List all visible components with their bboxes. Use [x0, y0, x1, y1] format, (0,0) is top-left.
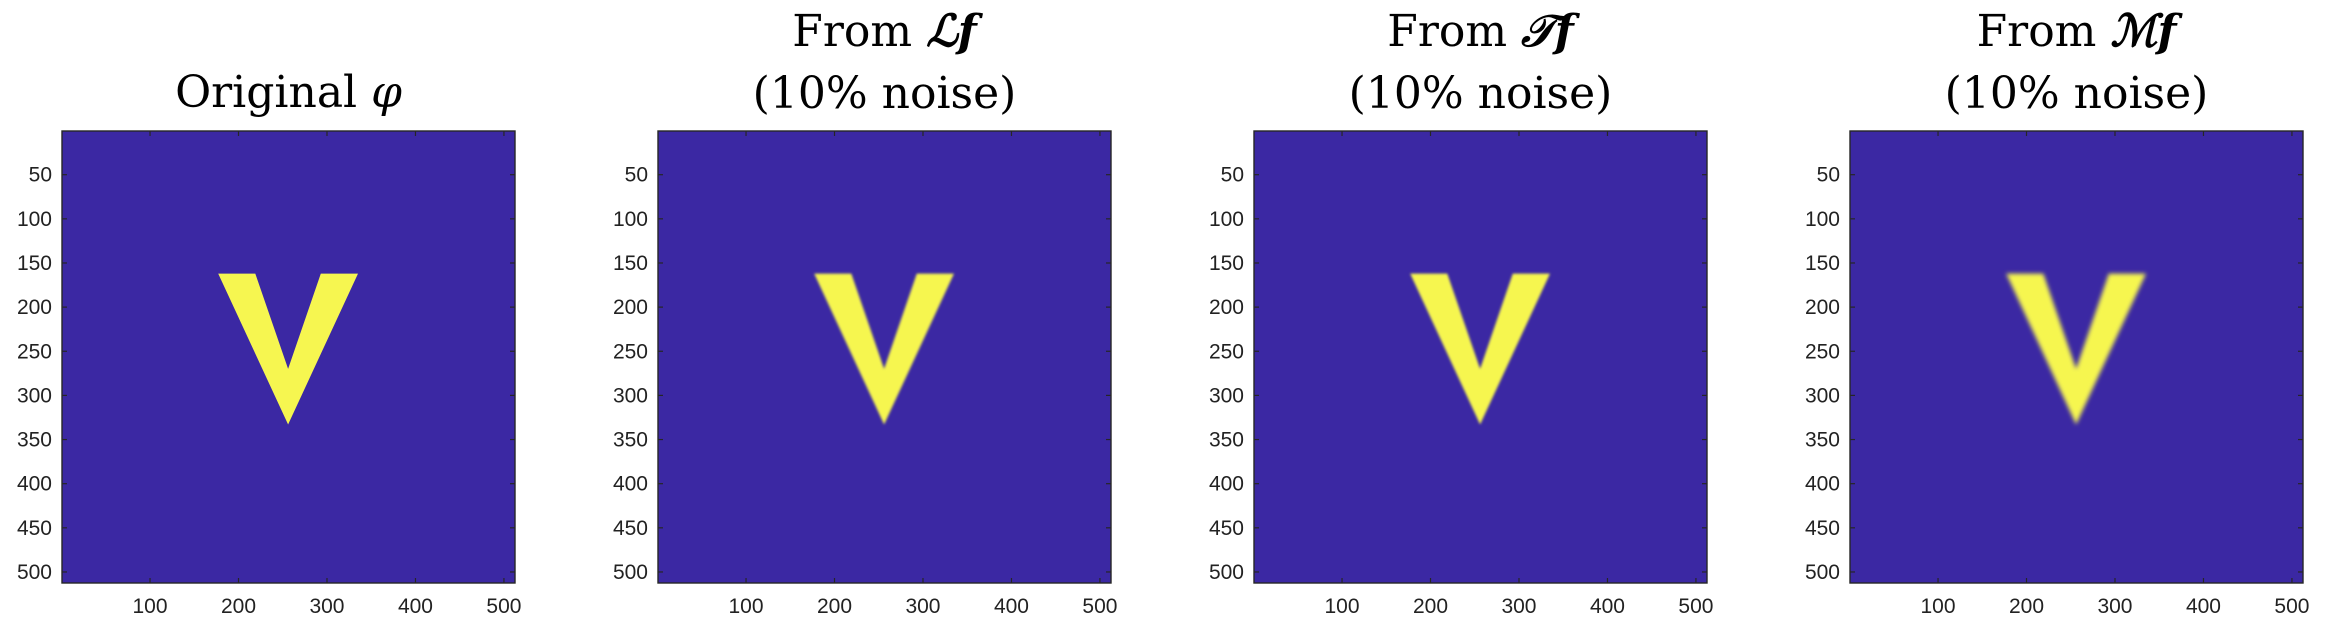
image-background — [1850, 131, 2303, 583]
y-tick-label: 200 — [1805, 296, 1840, 319]
panel-title-line: From ℒf — [792, 6, 983, 57]
y-tick-label: 350 — [17, 429, 52, 452]
x-tick-label: 400 — [1590, 595, 1625, 618]
title-math: 𝒯f — [1520, 6, 1581, 57]
y-tick-label: 500 — [1209, 561, 1244, 584]
y-tick-label: 300 — [1209, 384, 1244, 407]
v-shape — [814, 273, 954, 425]
axes-frame — [1849, 130, 2304, 584]
y-tick-label: 350 — [1805, 429, 1840, 452]
x-tick-label: 500 — [1082, 595, 1117, 618]
x-tick-label: 100 — [1325, 595, 1360, 618]
x-tick-label: 400 — [994, 595, 1029, 618]
image-background — [62, 131, 515, 583]
y-tick-label: 50 — [625, 164, 648, 187]
title-math: ℒf — [926, 6, 984, 57]
y-tick-label: 150 — [613, 252, 648, 275]
y-tick-label: 300 — [17, 384, 52, 407]
image-background — [658, 131, 1111, 583]
panel-title-line: (10% noise) — [1945, 68, 2209, 119]
x-tick-label: 100 — [1921, 595, 1956, 618]
x-tick-label: 400 — [2186, 595, 2221, 618]
y-tick-label: 450 — [17, 517, 52, 540]
y-tick-label: 50 — [1221, 164, 1244, 187]
x-tick-label: 500 — [1678, 595, 1713, 618]
x-tick-label: 300 — [1501, 595, 1536, 618]
y-tick-label: 150 — [17, 252, 52, 275]
x-tick-label: 200 — [1413, 595, 1448, 618]
y-tick-label: 250 — [17, 340, 52, 363]
panel-phi: Original φ 50 100 150 200 250 300 350 400 450 500 1… — [17, 67, 522, 618]
panel-title-line: (10% noise) — [1349, 68, 1613, 119]
y-tick-label: 200 — [1209, 296, 1244, 319]
x-tick-label: 200 — [817, 595, 852, 618]
panel-title-line: From ℳf — [1977, 6, 2184, 57]
y-tick-label: 50 — [1817, 164, 1840, 187]
image-background — [1254, 131, 1707, 583]
title-text: From — [1387, 6, 1521, 57]
panel-Lf: From ℒf (10% noise) 50 100 150 200 250 300 350 40… — [613, 6, 1118, 618]
y-tick-label: 450 — [1209, 517, 1244, 540]
x-tick-label: 500 — [486, 595, 521, 618]
x-tick-label: 300 — [905, 595, 940, 618]
title-text: (10% noise) — [1349, 68, 1613, 119]
y-tick-label: 200 — [613, 296, 648, 319]
panels: Original φ 50 100 150 200 250 300 350 400 450 500 1… — [17, 6, 2310, 618]
y-tick-label: 50 — [29, 164, 52, 187]
y-tick-label: 400 — [17, 473, 52, 496]
y-tick-label: 150 — [1209, 252, 1244, 275]
title-math: ℳf — [2110, 6, 2183, 57]
y-tick-label: 500 — [17, 561, 52, 584]
y-tick-label: 100 — [1209, 208, 1244, 231]
panel-Tf: From 𝒯f (10% noise) 50 100 150 200 250 300 350 40… — [1209, 6, 1714, 618]
title-text: (10% noise) — [753, 68, 1017, 119]
axes-frame — [1253, 130, 1708, 584]
y-tick-label: 250 — [613, 340, 648, 363]
x-tick-label: 400 — [398, 595, 433, 618]
y-tick-label: 350 — [1209, 429, 1244, 452]
x-tick-label: 200 — [2009, 595, 2044, 618]
y-tick-label: 250 — [1805, 340, 1840, 363]
x-tick-label: 100 — [729, 595, 764, 618]
title-text: Original — [175, 67, 371, 118]
y-tick-label: 500 — [1805, 561, 1840, 584]
v-shape — [1410, 273, 1550, 425]
v-shape — [218, 273, 358, 425]
y-tick-label: 200 — [17, 296, 52, 319]
y-tick-label: 100 — [1805, 208, 1840, 231]
panel-title-line: Original φ — [175, 67, 402, 118]
y-tick-label: 400 — [1209, 473, 1244, 496]
y-tick-label: 300 — [1805, 384, 1840, 407]
title-text: From — [792, 6, 926, 57]
y-tick-label: 100 — [17, 208, 52, 231]
x-tick-label: 200 — [221, 595, 256, 618]
x-tick-label: 500 — [2274, 595, 2309, 618]
y-tick-label: 250 — [1209, 340, 1244, 363]
title-text: (10% noise) — [1945, 68, 2209, 119]
y-tick-label: 100 — [613, 208, 648, 231]
y-tick-label: 400 — [613, 473, 648, 496]
y-tick-label: 150 — [1805, 252, 1840, 275]
y-tick-label: 400 — [1805, 473, 1840, 496]
v-shape — [2006, 273, 2146, 425]
title-math: φ — [371, 67, 402, 118]
x-tick-label: 300 — [309, 595, 344, 618]
title-text: From — [1977, 6, 2111, 57]
y-tick-label: 500 — [613, 561, 648, 584]
axes-frame — [657, 130, 1112, 584]
panel-title-line: From 𝒯f — [1387, 6, 1580, 57]
panel-Mf: From ℳf (10% noise) 50 100 150 200 250 300 350 40… — [1805, 6, 2310, 618]
axes-frame — [61, 130, 516, 584]
panel-title-line: (10% noise) — [753, 68, 1017, 119]
y-tick-label: 450 — [1805, 517, 1840, 540]
y-tick-label: 300 — [613, 384, 648, 407]
x-tick-label: 300 — [2097, 595, 2132, 618]
y-tick-label: 350 — [613, 429, 648, 452]
x-tick-label: 100 — [133, 595, 168, 618]
y-tick-label: 450 — [613, 517, 648, 540]
